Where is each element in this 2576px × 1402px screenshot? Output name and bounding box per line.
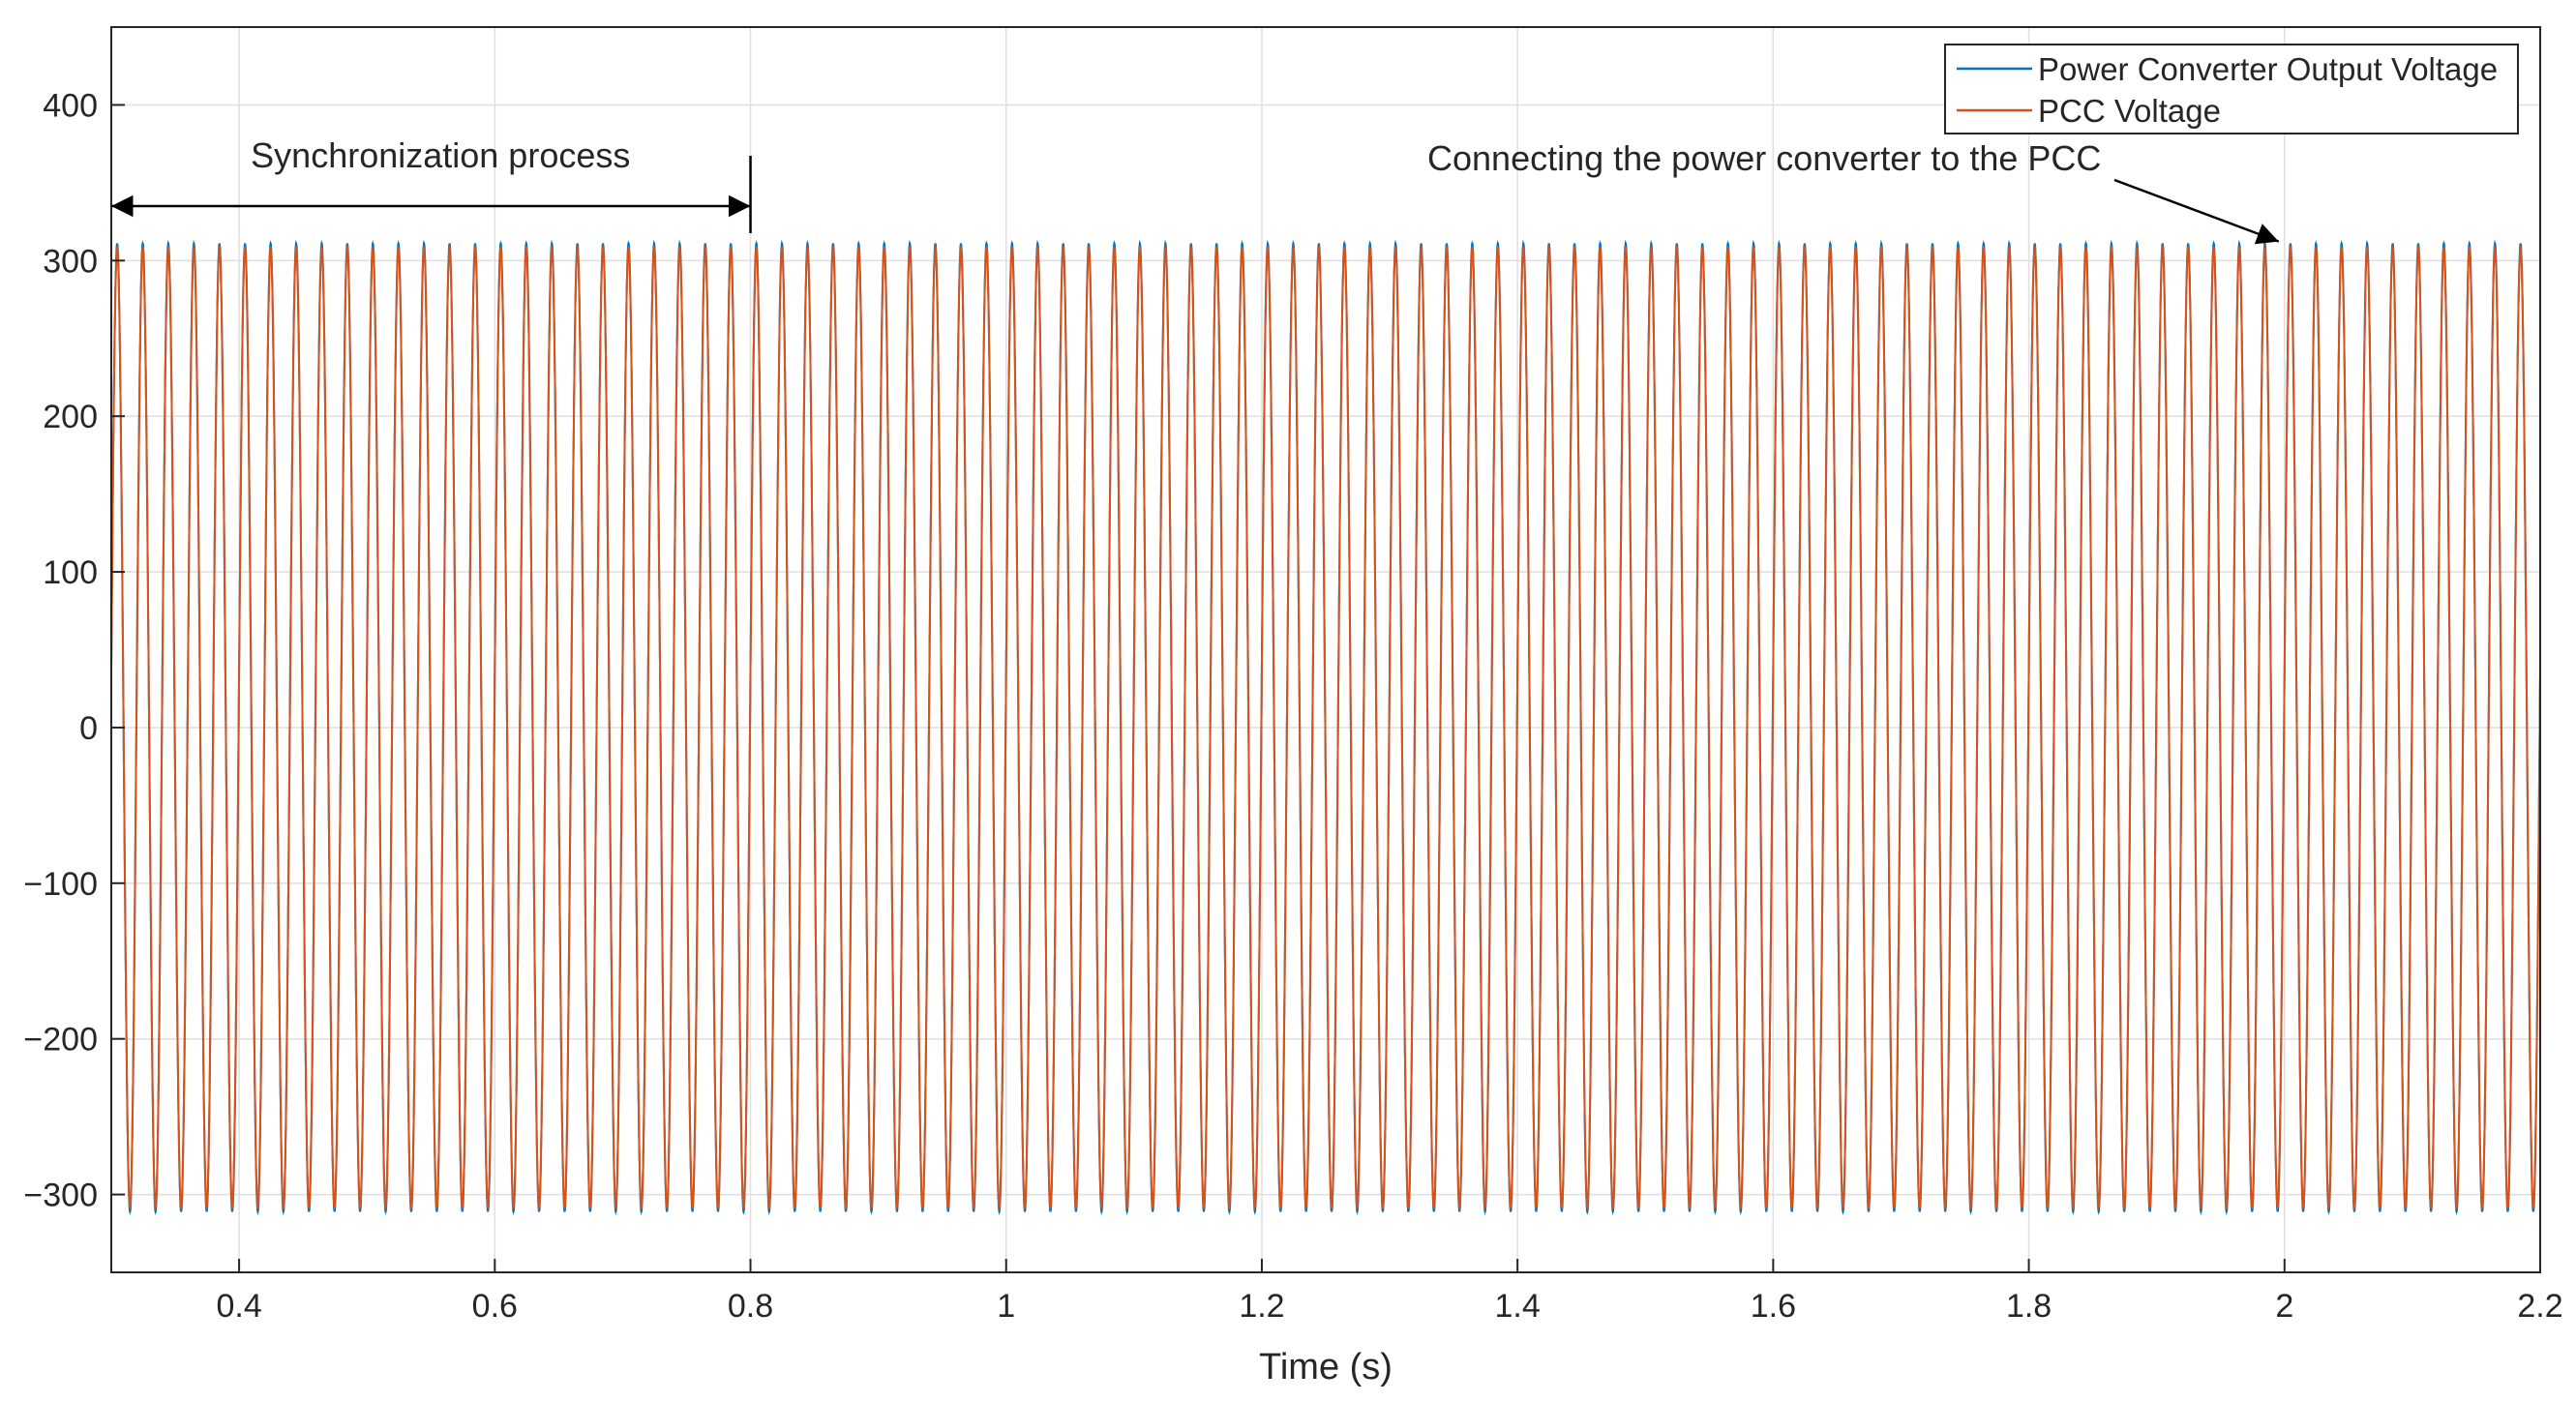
x-axis-title: Time (s)	[1259, 1347, 1393, 1387]
y-tick-labels: −300 −200 −100 0 100 200 300 400	[23, 87, 98, 1213]
series-pcc-voltage	[111, 244, 2540, 1211]
x-tick-label: 0.6	[472, 1288, 518, 1325]
x-tick-label: 0.4	[216, 1288, 261, 1325]
y-tick-label: 200	[43, 399, 98, 435]
series-layer	[111, 239, 2540, 1215]
x-tick-label: 1.6	[1751, 1288, 1796, 1325]
plot-area-background	[111, 27, 2540, 1272]
y-tick-label: 0	[79, 710, 98, 747]
y-tick-label: 100	[43, 554, 98, 591]
x-tick-label: 1.2	[1239, 1288, 1284, 1325]
x-tick-label: 0.8	[728, 1288, 773, 1325]
y-tick-label: −300	[23, 1178, 98, 1214]
x-tick-labels: 0.4 0.6 0.8 1 1.2 1.4 1.6 1.8 2 2.2	[216, 1288, 2562, 1325]
y-tick-label: 400	[43, 87, 98, 124]
sync-process-annotation: Synchronization process	[111, 135, 752, 234]
x-tick-label: 1.4	[1495, 1288, 1541, 1325]
y-tick-label: −200	[23, 1022, 98, 1059]
x-tick-label: 2	[2275, 1288, 2293, 1325]
x-tick-label: 2.2	[2517, 1288, 2562, 1325]
axis-ticks	[111, 104, 2541, 1272]
x-tick-label: 1.8	[2006, 1288, 2052, 1325]
legend-label-power-converter: Power Converter Output Voltage	[2038, 51, 2498, 87]
x-tick-label: 1	[997, 1288, 1015, 1325]
y-tick-label: 300	[43, 243, 98, 280]
connect-label: Connecting the power converter to the PC…	[1427, 138, 2101, 178]
connect-arrow	[2113, 178, 2280, 245]
sync-process-label: Synchronization process	[251, 135, 630, 175]
legend-label-pcc: PCC Voltage	[2038, 93, 2221, 129]
legend: Power Converter Output Voltage PCC Volta…	[1944, 44, 2519, 134]
legend-box	[1944, 44, 2519, 134]
plot-area-frame	[110, 26, 2541, 1273]
connect-annotation: Connecting the power converter to the PC…	[1427, 138, 2280, 245]
y-tick-label: −100	[23, 866, 98, 903]
